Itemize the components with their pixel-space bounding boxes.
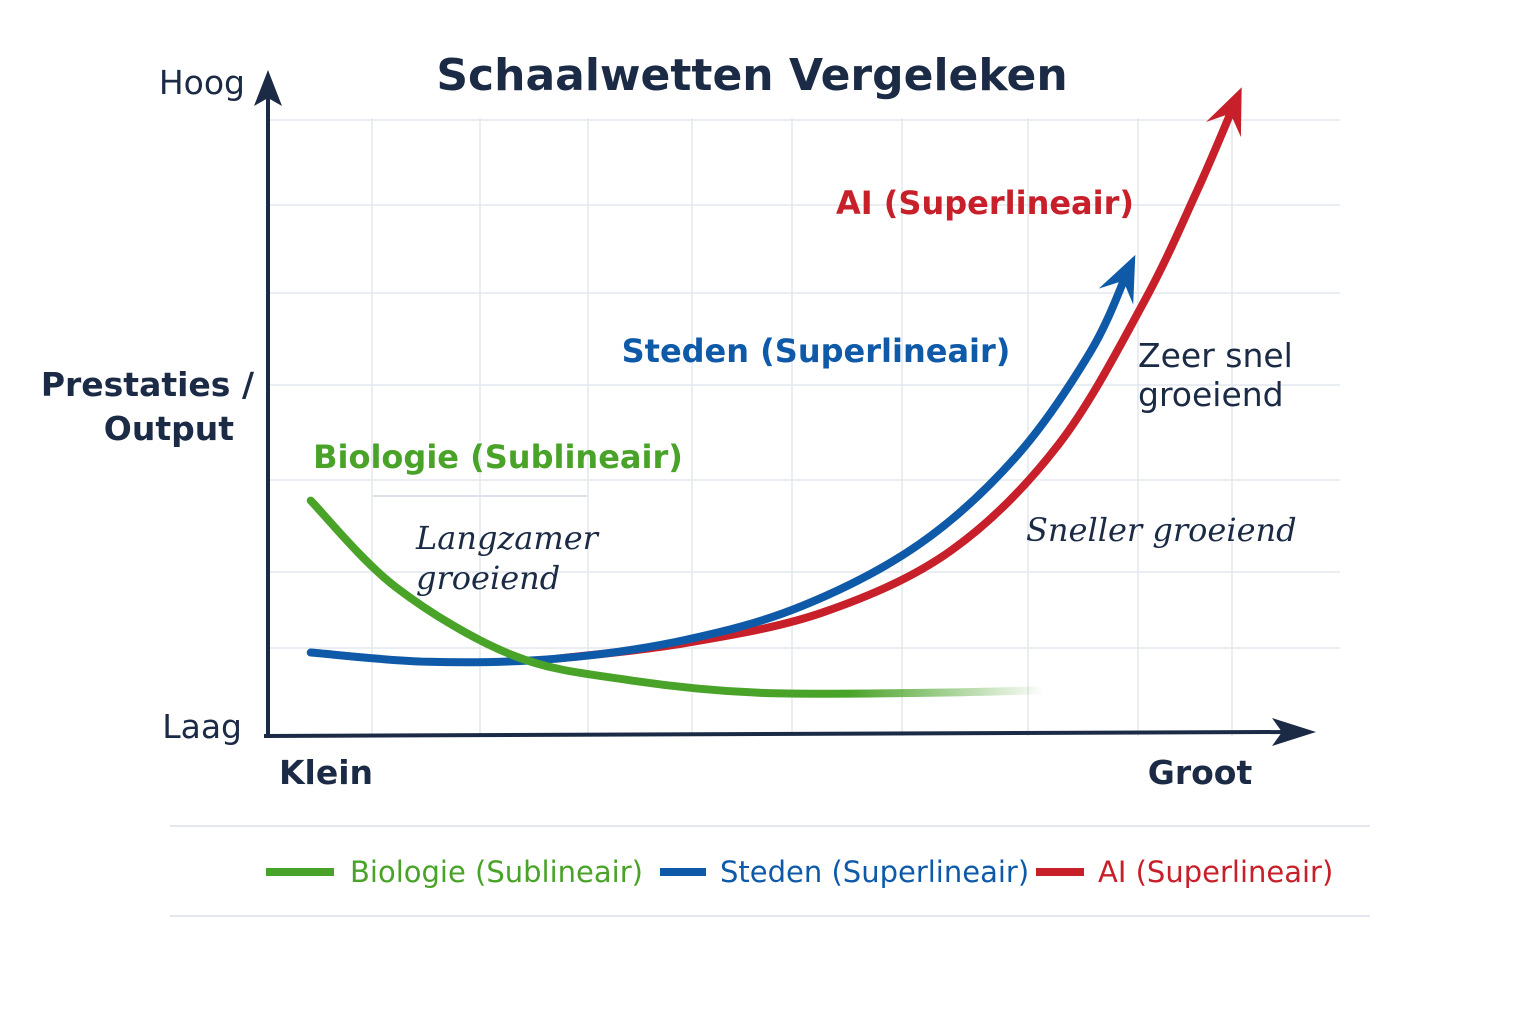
series-line-biology <box>306 496 1063 698</box>
x-left-label: Klein <box>279 753 373 792</box>
chart-title: Schaalwetten Vergeleken <box>436 50 1067 101</box>
series-arrow-ai <box>1206 87 1242 137</box>
cities-label: Steden (Superlineair) <box>622 332 1011 370</box>
x-axis-arrow <box>1272 718 1316 746</box>
ai-note1-line1: Zeer snel <box>1138 336 1293 375</box>
y-axis-label-line2: Output <box>104 409 234 448</box>
chart-axes <box>254 70 1316 746</box>
y-bottom-label: Laag <box>162 707 242 746</box>
legend-label-ai: AI (Superlineair) <box>1098 855 1333 889</box>
biology-note-line2: groeiend <box>416 559 560 597</box>
y-top-label: Hoog <box>159 63 245 102</box>
biology-label: Biologie (Sublineair) <box>313 438 683 476</box>
series-layer <box>306 87 1242 698</box>
ai-note1-line2: groeiend <box>1138 375 1284 414</box>
x-axis <box>263 730 1287 738</box>
y-axis-label-line1: Prestaties / <box>41 365 255 404</box>
series-line-cities <box>306 267 1132 667</box>
y-axis-arrow <box>254 70 282 106</box>
legend-label-cities: Steden (Superlineair) <box>720 855 1029 889</box>
legend-label-biology: Biologie (Sublineair) <box>350 855 643 889</box>
ai-note2: Sneller groeiend <box>1026 511 1297 549</box>
chart-grid <box>268 118 1340 736</box>
x-right-label: Groot <box>1148 753 1253 792</box>
series-arrow-cities <box>1098 254 1136 305</box>
ai-label: AI (Superlineair) <box>836 184 1134 222</box>
legend: Biologie (Sublineair) Steden (Superlinea… <box>266 855 1333 889</box>
biology-note-line1: Langzamer <box>415 519 600 557</box>
